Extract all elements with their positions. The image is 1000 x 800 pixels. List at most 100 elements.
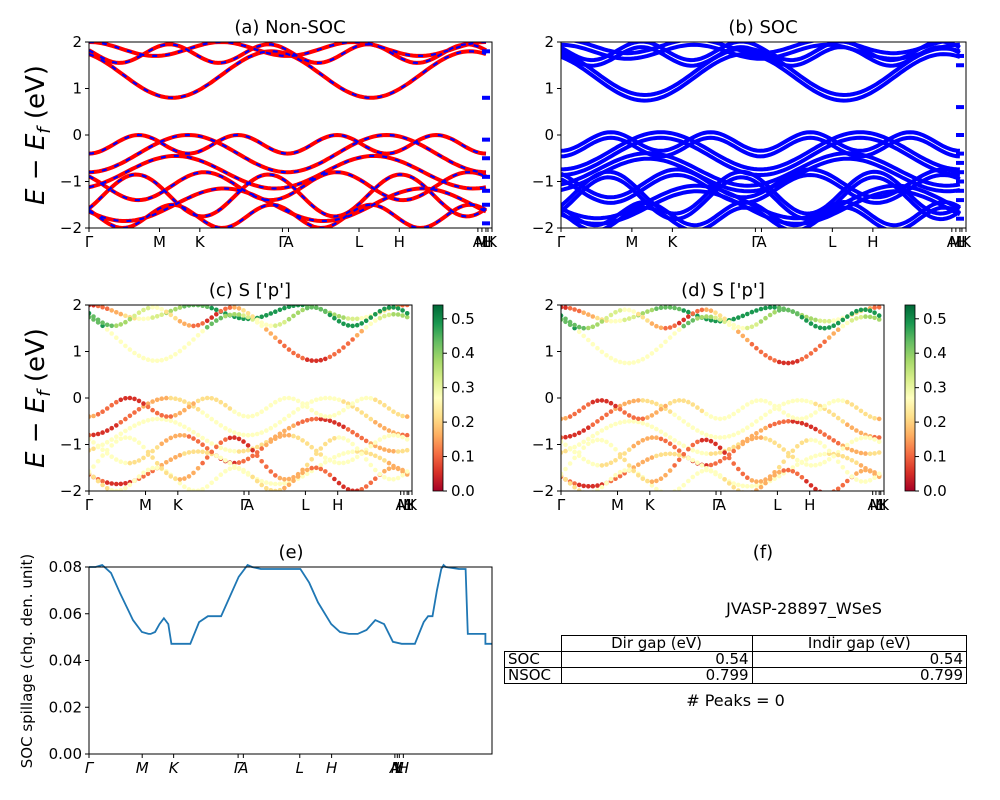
scatter-point [254, 317, 260, 323]
panel-e-xtick-label: A [389, 759, 400, 777]
scatter-point [195, 305, 201, 308]
scatter-point [749, 341, 755, 347]
panel-a-xtick-label: L [355, 233, 364, 251]
scatter-point [350, 401, 355, 406]
scatter-point [567, 319, 573, 325]
scatter-point [177, 477, 183, 482]
scatter-point [363, 318, 369, 324]
scatter-point [245, 314, 251, 320]
scatter-point [854, 471, 859, 476]
scatter-point [795, 416, 800, 422]
scatter-point [323, 455, 328, 461]
scatter-point [822, 432, 827, 437]
scatter-point [173, 396, 178, 402]
scatter-point [581, 428, 586, 433]
scatter-point [391, 477, 396, 482]
scatter-point [622, 451, 627, 456]
scatter-point [214, 307, 219, 313]
scatter-point [118, 420, 124, 425]
scatter-point [186, 401, 192, 407]
scatter-point [286, 347, 292, 352]
scatter-point [204, 450, 210, 456]
scatter-point [676, 486, 682, 491]
scatter-point [858, 479, 864, 484]
scatter-point [182, 305, 187, 309]
scatter-point [118, 322, 124, 327]
scatter-point [608, 460, 614, 466]
scatter-point [191, 305, 196, 308]
scatter-point [300, 307, 305, 313]
scatter-point [754, 345, 759, 351]
scatter-point [336, 348, 342, 354]
scatter-point [654, 486, 659, 491]
scatter-point [195, 488, 201, 491]
scatter-point [695, 428, 700, 433]
scatter-point [681, 323, 686, 329]
scatter-point [373, 420, 378, 425]
scatter-point [118, 487, 124, 491]
scatter-point [209, 315, 214, 320]
scatter-point [713, 441, 718, 447]
scatter-point [676, 398, 682, 403]
scatter-point [731, 461, 736, 466]
scatter-point [404, 432, 410, 438]
panel-a-xtick-label: K [487, 233, 498, 251]
scatter-point [561, 439, 564, 445]
scatter-point [813, 462, 818, 468]
scatter-point [817, 489, 823, 491]
scatter-point [218, 472, 224, 478]
scatter-point [345, 316, 351, 321]
scatter-point [704, 314, 709, 319]
scatter-point [567, 414, 573, 419]
scatter-point [268, 425, 274, 431]
scatter-point [604, 462, 609, 467]
scatter-point [363, 413, 369, 419]
scatter-point [617, 452, 623, 457]
scatter-point [114, 481, 119, 487]
scatter-point [354, 454, 360, 460]
scatter-point [790, 454, 796, 460]
scatter-point [264, 442, 269, 448]
panel-d-ytick-label: −1 [532, 436, 554, 454]
band-line [561, 151, 961, 188]
scatter-point [745, 311, 750, 317]
scatter-point [177, 480, 183, 486]
scatter-point [359, 316, 365, 321]
scatter-point [195, 439, 201, 444]
scatter-point [154, 314, 160, 319]
scatter-point [767, 423, 773, 429]
scatter-point [227, 312, 233, 318]
scatter-point [159, 441, 164, 447]
scatter-point [232, 305, 237, 310]
scatter-point [118, 436, 124, 442]
scatter-point [808, 413, 814, 418]
scatter-point [186, 341, 192, 346]
band-line [561, 135, 961, 159]
scatter-point [563, 442, 568, 448]
scatter-point [236, 412, 242, 417]
scatter-point [622, 401, 627, 407]
scatter-point [104, 327, 110, 332]
scatter-point [332, 396, 337, 402]
scatter-point [104, 451, 110, 456]
scatter-point [191, 429, 196, 435]
scatter-point [282, 477, 287, 482]
scatter-point [604, 353, 609, 358]
scatter-point [332, 315, 337, 321]
scatter-point [250, 453, 255, 459]
scatter-point [168, 354, 174, 360]
scatter-point [713, 434, 718, 440]
scatter-point [617, 420, 623, 425]
scatter-point [373, 318, 378, 323]
scatter-point [214, 444, 219, 450]
scatter-point [400, 308, 405, 313]
scatter-point [382, 458, 387, 463]
scatter-point [345, 323, 351, 328]
scatter-point [327, 354, 333, 360]
scatter-point [854, 449, 859, 455]
scatter-point [708, 462, 714, 468]
panel-d-xtick-label: A [716, 496, 727, 514]
scatter-point [104, 322, 110, 328]
scatter-point [722, 316, 727, 322]
scatter-point [309, 399, 315, 404]
